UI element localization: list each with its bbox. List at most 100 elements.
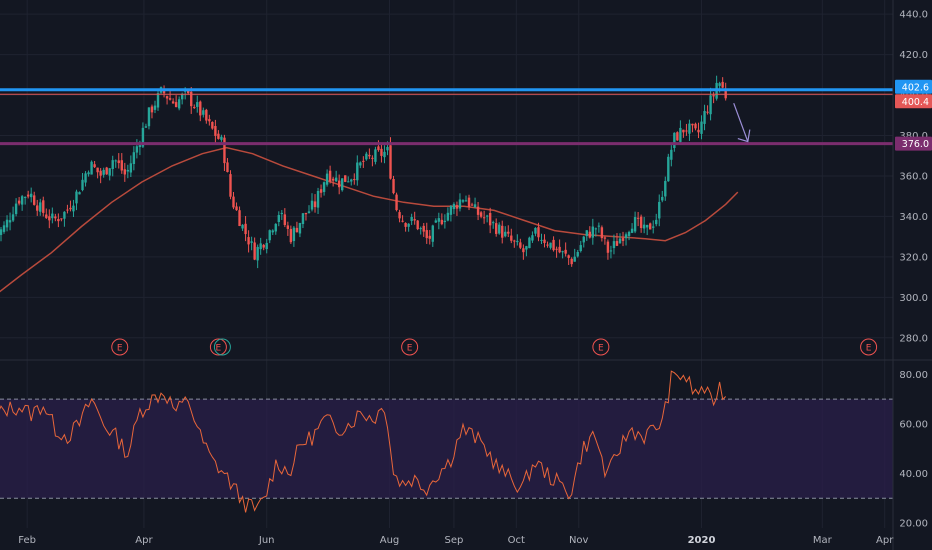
- candle-body: [78, 192, 81, 195]
- candle-body: [455, 205, 459, 209]
- candle-body: [494, 223, 498, 234]
- x-tick-label: Jun: [258, 535, 275, 546]
- candle-body: [304, 212, 308, 215]
- candle-body: [111, 160, 114, 170]
- arrow-head: [737, 129, 751, 143]
- candle-body: [84, 173, 87, 183]
- candle-body: [452, 203, 456, 210]
- candle-body: [334, 177, 338, 182]
- candle-body: [26, 194, 30, 197]
- candle-body: [636, 217, 640, 219]
- price-tick-label: 280.0: [899, 333, 928, 344]
- candle-body: [440, 219, 444, 225]
- candle-body: [585, 230, 588, 237]
- candle-body: [498, 224, 501, 234]
- rsi-line: [0, 370, 727, 513]
- x-tick-label: Mar: [813, 535, 833, 546]
- candle-body: [168, 98, 172, 100]
- candle-body: [283, 214, 287, 226]
- earnings-marker-label: E: [216, 344, 222, 354]
- price-tag-label: 376.0: [902, 139, 929, 150]
- candle-body: [211, 121, 214, 129]
- candle-body: [664, 180, 667, 197]
- candle-body: [522, 248, 525, 253]
- rsi-tick-label: 40.00: [899, 469, 928, 480]
- candle-body: [718, 83, 721, 86]
- candle-body: [5, 219, 9, 228]
- candle-body: [395, 194, 398, 211]
- candle-body: [709, 95, 712, 115]
- candle-body: [171, 101, 175, 104]
- candle-body: [564, 249, 567, 254]
- candle-body: [319, 189, 323, 193]
- candle-body: [661, 196, 664, 201]
- candle-body: [621, 238, 625, 241]
- candle-body: [425, 230, 428, 239]
- candle-body: [639, 216, 643, 229]
- candle-body: [347, 181, 350, 183]
- candle-body: [630, 228, 634, 233]
- candle-body: [413, 219, 416, 221]
- x-tick-label: Nov: [569, 535, 589, 546]
- candle-body: [126, 169, 130, 172]
- candle-body: [458, 199, 462, 209]
- earnings-marker: [209, 338, 227, 356]
- candle-body: [401, 220, 404, 222]
- candle-body: [513, 240, 516, 242]
- candle-body: [341, 178, 344, 191]
- candle-body: [648, 223, 652, 230]
- candle-body: [510, 235, 513, 241]
- price-tag-box: [895, 136, 932, 151]
- x-tick-label: Feb: [18, 535, 36, 546]
- candle-body: [39, 202, 42, 212]
- candle-body: [307, 211, 311, 213]
- candle-body: [546, 244, 549, 246]
- candle-body: [488, 212, 492, 226]
- candle-body: [419, 228, 422, 230]
- price-tick-label: 320.0: [899, 252, 928, 263]
- candle-body: [567, 255, 570, 258]
- candle-body: [262, 244, 265, 248]
- candle-body: [23, 196, 27, 198]
- candle-body: [286, 225, 290, 229]
- candle-body: [667, 156, 670, 182]
- candle-body: [20, 196, 24, 205]
- candle-body: [561, 251, 564, 253]
- candle-body: [208, 119, 211, 122]
- candle-body: [507, 231, 510, 234]
- candle-body: [0, 229, 3, 235]
- earnings-marker-label: E: [407, 344, 413, 354]
- candle-body: [33, 195, 36, 205]
- candle-body: [573, 256, 576, 262]
- candle-body: [235, 206, 238, 211]
- candle-body: [29, 193, 33, 198]
- candle-body: [525, 246, 528, 250]
- candle-body: [256, 246, 259, 261]
- candle-body: [670, 149, 673, 160]
- candle-body: [416, 220, 419, 230]
- candle-body: [63, 211, 66, 219]
- candle-body: [123, 169, 126, 175]
- candle-body: [238, 210, 241, 227]
- candle-body: [658, 201, 661, 219]
- candle-body: [147, 107, 151, 127]
- candle-body: [627, 231, 631, 237]
- candle-body: [244, 223, 247, 235]
- candle-body: [467, 197, 471, 207]
- candle-body: [371, 157, 374, 159]
- candle-body: [81, 179, 84, 191]
- candle-body: [703, 111, 706, 124]
- rsi-tick-label: 80.00: [899, 370, 928, 381]
- earnings-marker-highlight: [213, 338, 231, 356]
- candle-body: [473, 204, 477, 208]
- candle-body: [633, 217, 637, 232]
- candle-body: [428, 235, 431, 239]
- candle-body: [316, 190, 320, 208]
- candle-body: [75, 191, 78, 204]
- candle-body: [685, 130, 688, 132]
- candle-body: [368, 154, 371, 157]
- candle-body: [223, 137, 226, 164]
- rsi-tick-label: 20.00: [899, 519, 928, 530]
- candle-body: [313, 201, 317, 208]
- candle-body: [42, 200, 45, 213]
